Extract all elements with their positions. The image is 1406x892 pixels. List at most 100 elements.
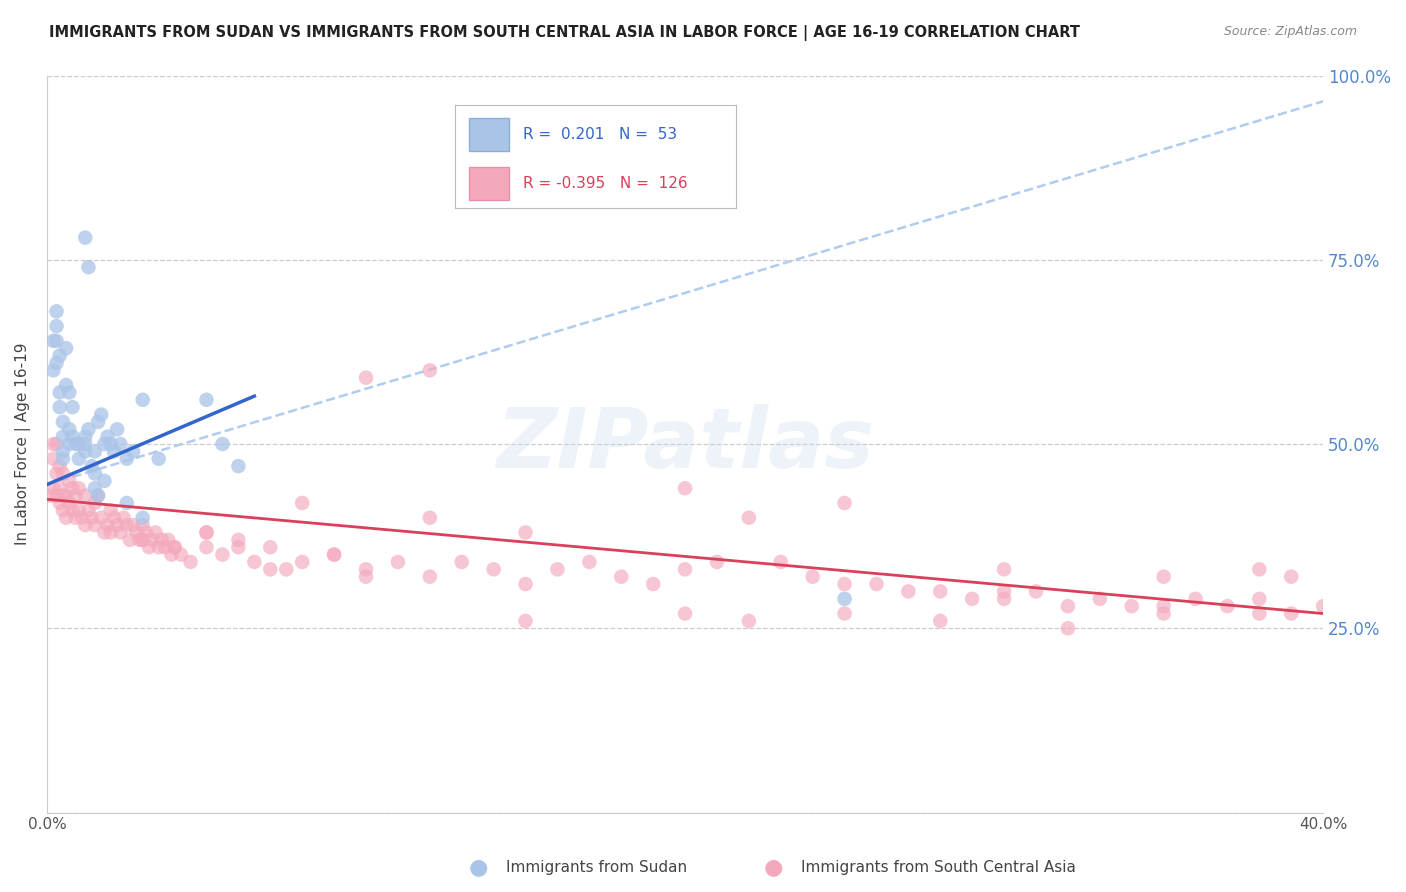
Point	[1312, 599, 1334, 614]
Point	[706, 555, 728, 569]
Point	[148, 540, 170, 554]
Point	[1249, 607, 1271, 621]
Point	[141, 533, 163, 547]
Point	[48, 496, 70, 510]
Point	[834, 496, 856, 510]
Point	[83, 481, 105, 495]
Point	[243, 555, 266, 569]
Point	[228, 533, 250, 547]
Point	[1184, 591, 1206, 606]
Point	[87, 489, 110, 503]
Point	[90, 510, 112, 524]
Text: Source: ZipAtlas.com: Source: ZipAtlas.com	[1223, 25, 1357, 38]
Point	[118, 533, 141, 547]
Point	[55, 378, 77, 392]
Point	[42, 334, 65, 348]
Point	[42, 451, 65, 466]
Point	[52, 451, 75, 466]
Point	[42, 481, 65, 495]
Point	[110, 437, 132, 451]
Point	[115, 518, 138, 533]
Point	[211, 437, 233, 451]
Point	[77, 422, 100, 436]
Point	[138, 540, 160, 554]
Point	[131, 518, 153, 533]
Point	[105, 518, 128, 533]
Point	[67, 451, 90, 466]
Point	[1057, 621, 1080, 635]
Point	[1153, 599, 1175, 614]
Point	[80, 510, 103, 524]
Point	[1153, 607, 1175, 621]
Point	[865, 577, 887, 591]
Point	[75, 230, 97, 244]
Point	[131, 533, 153, 547]
Point	[673, 562, 696, 576]
Point	[58, 385, 80, 400]
Point	[1121, 599, 1143, 614]
Point	[195, 525, 218, 540]
Point	[993, 584, 1015, 599]
Point	[291, 555, 314, 569]
Point	[419, 570, 441, 584]
Point	[122, 518, 145, 533]
Point	[87, 415, 110, 429]
Point	[75, 444, 97, 458]
Point	[45, 319, 67, 334]
Point	[83, 518, 105, 533]
Point	[110, 525, 132, 540]
Point	[52, 444, 75, 458]
Text: ●: ●	[763, 857, 783, 877]
Point	[929, 584, 952, 599]
Point	[45, 334, 67, 348]
Point	[67, 481, 90, 495]
Point	[55, 341, 77, 355]
Point	[77, 260, 100, 274]
Point	[62, 430, 84, 444]
Point	[276, 562, 298, 576]
Point	[195, 525, 218, 540]
Point	[897, 584, 920, 599]
Point	[170, 548, 193, 562]
Point	[42, 437, 65, 451]
Point	[259, 562, 281, 576]
Point	[52, 415, 75, 429]
Point	[103, 510, 125, 524]
Point	[450, 555, 472, 569]
Point	[834, 607, 856, 621]
Point	[291, 496, 314, 510]
Point	[354, 562, 377, 576]
Point	[90, 408, 112, 422]
Point	[578, 555, 600, 569]
Point	[354, 570, 377, 584]
Point	[83, 496, 105, 510]
Point	[75, 437, 97, 451]
Point	[387, 555, 409, 569]
Point	[1088, 591, 1111, 606]
Point	[103, 444, 125, 458]
Point	[228, 540, 250, 554]
Point	[131, 533, 153, 547]
Text: IMMIGRANTS FROM SUDAN VS IMMIGRANTS FROM SOUTH CENTRAL ASIA IN LABOR FORCE | AGE: IMMIGRANTS FROM SUDAN VS IMMIGRANTS FROM…	[49, 25, 1080, 41]
Point	[157, 533, 180, 547]
Point	[75, 489, 97, 503]
Point	[65, 510, 87, 524]
Point	[323, 548, 346, 562]
Point	[55, 510, 77, 524]
Point	[163, 540, 186, 554]
Point	[45, 304, 67, 318]
Text: Immigrants from Sudan: Immigrants from Sudan	[506, 860, 688, 874]
Point	[45, 356, 67, 370]
Point	[48, 349, 70, 363]
Point	[960, 591, 983, 606]
Point	[1279, 607, 1302, 621]
Point	[135, 525, 157, 540]
Point	[58, 437, 80, 451]
Point	[515, 525, 537, 540]
Point	[62, 400, 84, 414]
Point	[52, 430, 75, 444]
Point	[148, 451, 170, 466]
Text: Immigrants from South Central Asia: Immigrants from South Central Asia	[801, 860, 1077, 874]
Point	[48, 400, 70, 414]
Point	[112, 510, 135, 524]
